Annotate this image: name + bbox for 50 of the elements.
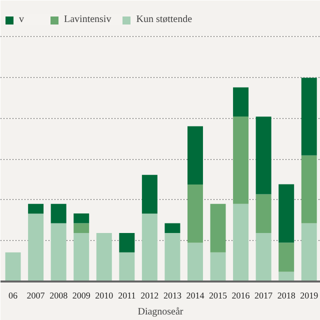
legend-label: Kun støttende [136,14,192,25]
x-tick-label: 2016 [232,290,250,300]
bar [187,184,203,243]
bar [256,194,272,234]
x-tick-label: 06 [8,290,18,300]
x-tick-label: 2013 [163,290,182,300]
bar [256,116,272,194]
x-tick-label: 2015 [209,290,228,300]
bar [278,272,294,282]
x-tick-label: 2014 [186,290,205,300]
x-tick-label: 2017 [254,290,274,300]
bar [278,242,294,272]
bar [164,233,180,282]
bar [142,174,158,214]
bar [74,233,90,282]
bar [210,252,226,282]
bar [142,214,158,282]
bar [119,252,135,282]
bar [233,116,249,204]
bar [74,223,90,234]
bar [278,184,294,243]
bar [301,155,317,224]
x-tick-label: 2012 [140,290,159,300]
bar [256,233,272,282]
bar [187,126,203,185]
x-tick-label: 2010 [95,290,114,300]
legend-label: v [19,14,25,25]
bar [233,204,249,282]
x-tick-label: 2007 [26,290,46,300]
bar [301,223,317,282]
x-axis-title: Diagnoseår [138,306,184,318]
bar [28,204,44,214]
bar [187,242,203,282]
bar [119,233,135,252]
x-tick-label: 2011 [118,290,136,300]
bar [74,213,90,224]
bar [5,252,21,282]
x-tick-label: 2018 [277,290,296,300]
x-tick-label: 2019 [300,290,319,300]
bar [28,214,44,282]
x-tick-label: 2008 [50,290,68,300]
bar [233,87,249,116]
bar [96,233,112,282]
legend-label: Lavintensiv [64,14,112,25]
bar [210,204,226,252]
bar [50,223,66,282]
bar [301,78,317,156]
x-tick-label: 2009 [72,290,91,300]
bar [164,223,180,234]
bar [50,204,66,224]
